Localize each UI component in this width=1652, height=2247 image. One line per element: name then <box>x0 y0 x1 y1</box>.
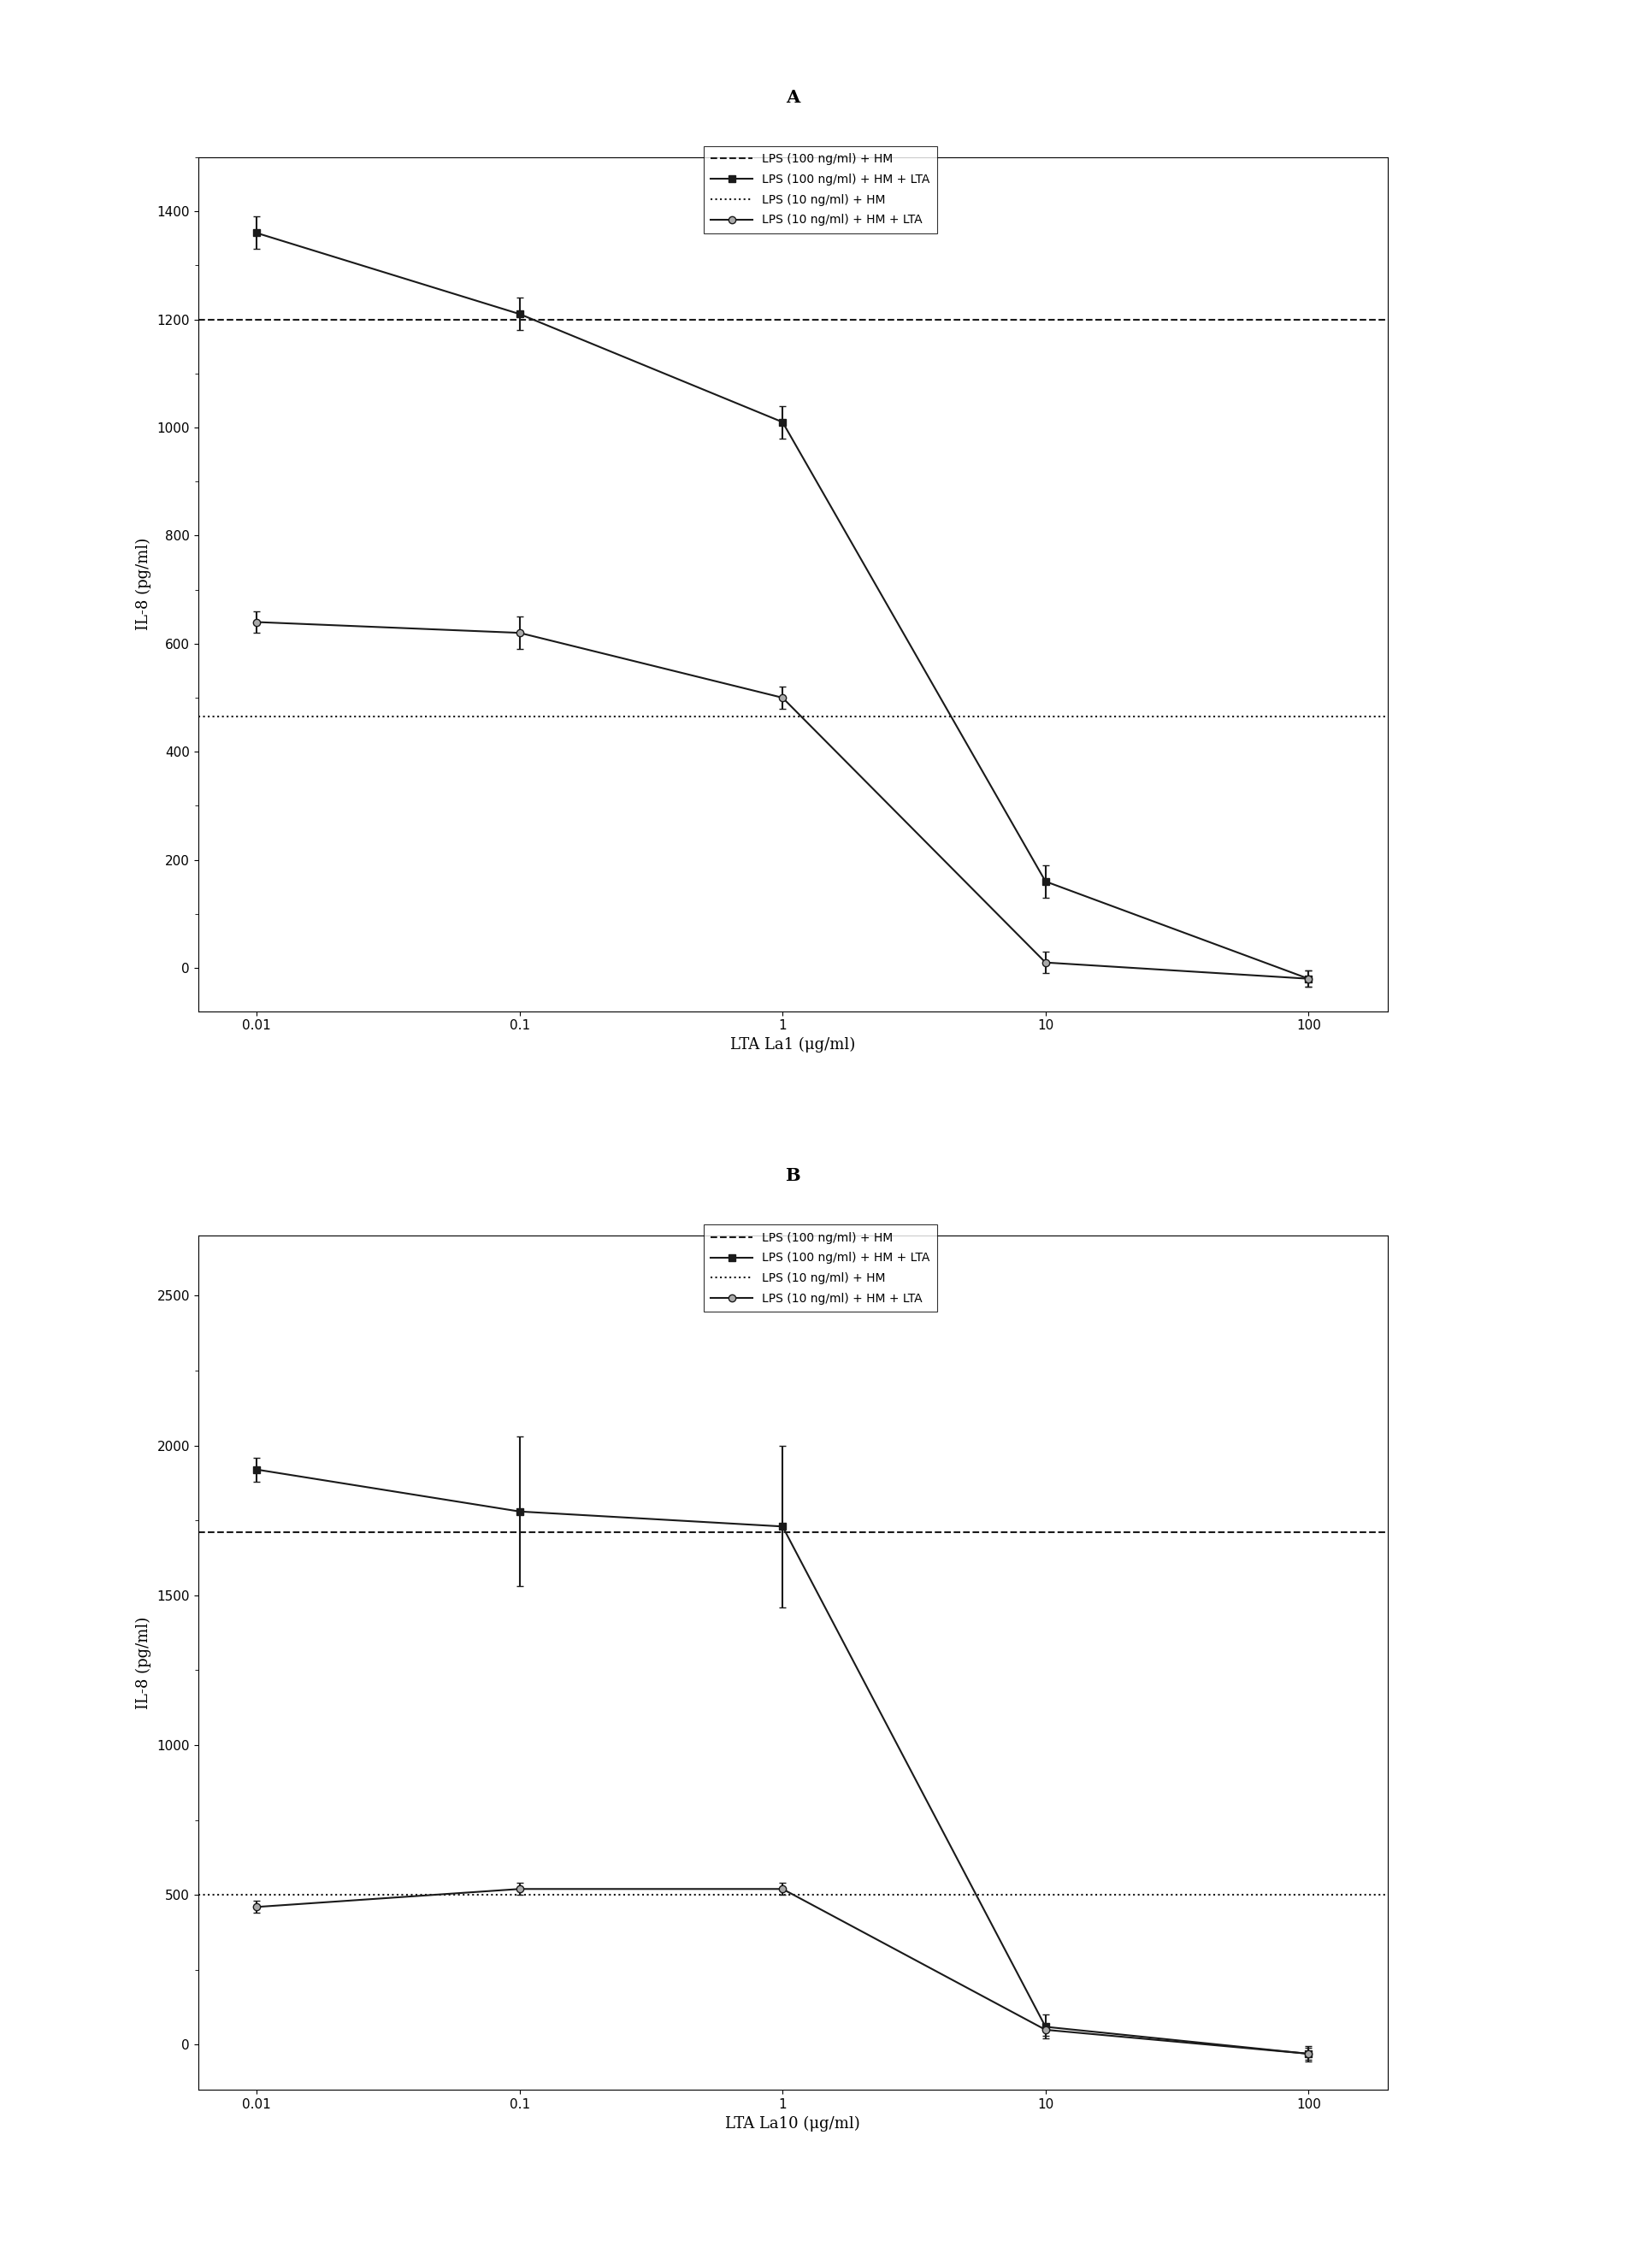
X-axis label: LTA La1 (μg/ml): LTA La1 (μg/ml) <box>730 1038 856 1052</box>
Legend: LPS (100 ng/ml) + HM, LPS (100 ng/ml) + HM + LTA, LPS (10 ng/ml) + HM, LPS (10 n: LPS (100 ng/ml) + HM, LPS (100 ng/ml) + … <box>704 1225 937 1312</box>
Legend: LPS (100 ng/ml) + HM, LPS (100 ng/ml) + HM + LTA, LPS (10 ng/ml) + HM, LPS (10 n: LPS (100 ng/ml) + HM, LPS (100 ng/ml) + … <box>704 146 937 234</box>
Y-axis label: IL-8 (pg/ml): IL-8 (pg/ml) <box>135 1616 150 1710</box>
X-axis label: LTA La10 (μg/ml): LTA La10 (μg/ml) <box>725 2117 861 2130</box>
Text: B: B <box>785 1168 801 1184</box>
Y-axis label: IL-8 (pg/ml): IL-8 (pg/ml) <box>135 537 150 631</box>
Text: A: A <box>786 90 800 106</box>
